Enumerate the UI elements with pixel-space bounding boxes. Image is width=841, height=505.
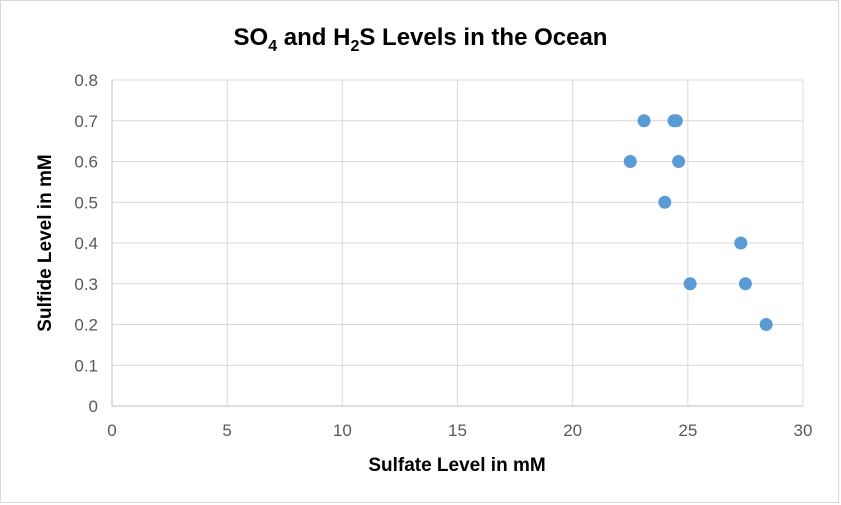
data-point	[672, 155, 686, 168]
y-tick-label: 0.5	[74, 193, 98, 212]
y-axis-ticks: 0 0.1 0.2 0.3 0.4 0.5 0.6 0.7 0.8	[74, 71, 98, 416]
data-point	[658, 195, 672, 209]
y-tick-label: 0	[89, 397, 98, 416]
x-tick-label: 0	[107, 421, 116, 440]
x-tick-label: 15	[448, 421, 467, 440]
x-tick-label: 30	[794, 421, 813, 440]
y-tick-label: 0.3	[74, 275, 98, 294]
y-tick-label: 0.6	[74, 153, 98, 172]
x-axis-ticks: 0 5 10 15 20 25 30	[107, 421, 812, 440]
data-point	[738, 277, 752, 291]
x-tick-label: 20	[563, 421, 582, 440]
y-tick-label: 0.7	[74, 112, 98, 131]
x-tick-label: 10	[333, 421, 352, 440]
x-axis-title: Sulfate Level in mM	[368, 455, 545, 476]
y-tick-label: 0.2	[74, 316, 98, 335]
y-axis-title: Sulfide Level in mM	[35, 154, 56, 331]
data-point	[759, 318, 773, 331]
data-point	[683, 277, 697, 291]
gridlines	[112, 79, 804, 406]
x-tick-label: 25	[678, 421, 697, 440]
y-tick-label: 0.1	[74, 356, 98, 375]
y-tick-label: 0.8	[74, 71, 98, 90]
data-point	[637, 114, 651, 128]
y-tick-label: 0.4	[74, 234, 98, 253]
data-points	[623, 114, 773, 331]
data-point	[734, 236, 748, 250]
data-point	[623, 155, 637, 168]
x-tick-label: 5	[222, 421, 231, 440]
chart-title: SO4 and H2S Levels in the Ocean	[234, 24, 608, 55]
data-point	[669, 114, 683, 128]
axes	[111, 80, 803, 407]
